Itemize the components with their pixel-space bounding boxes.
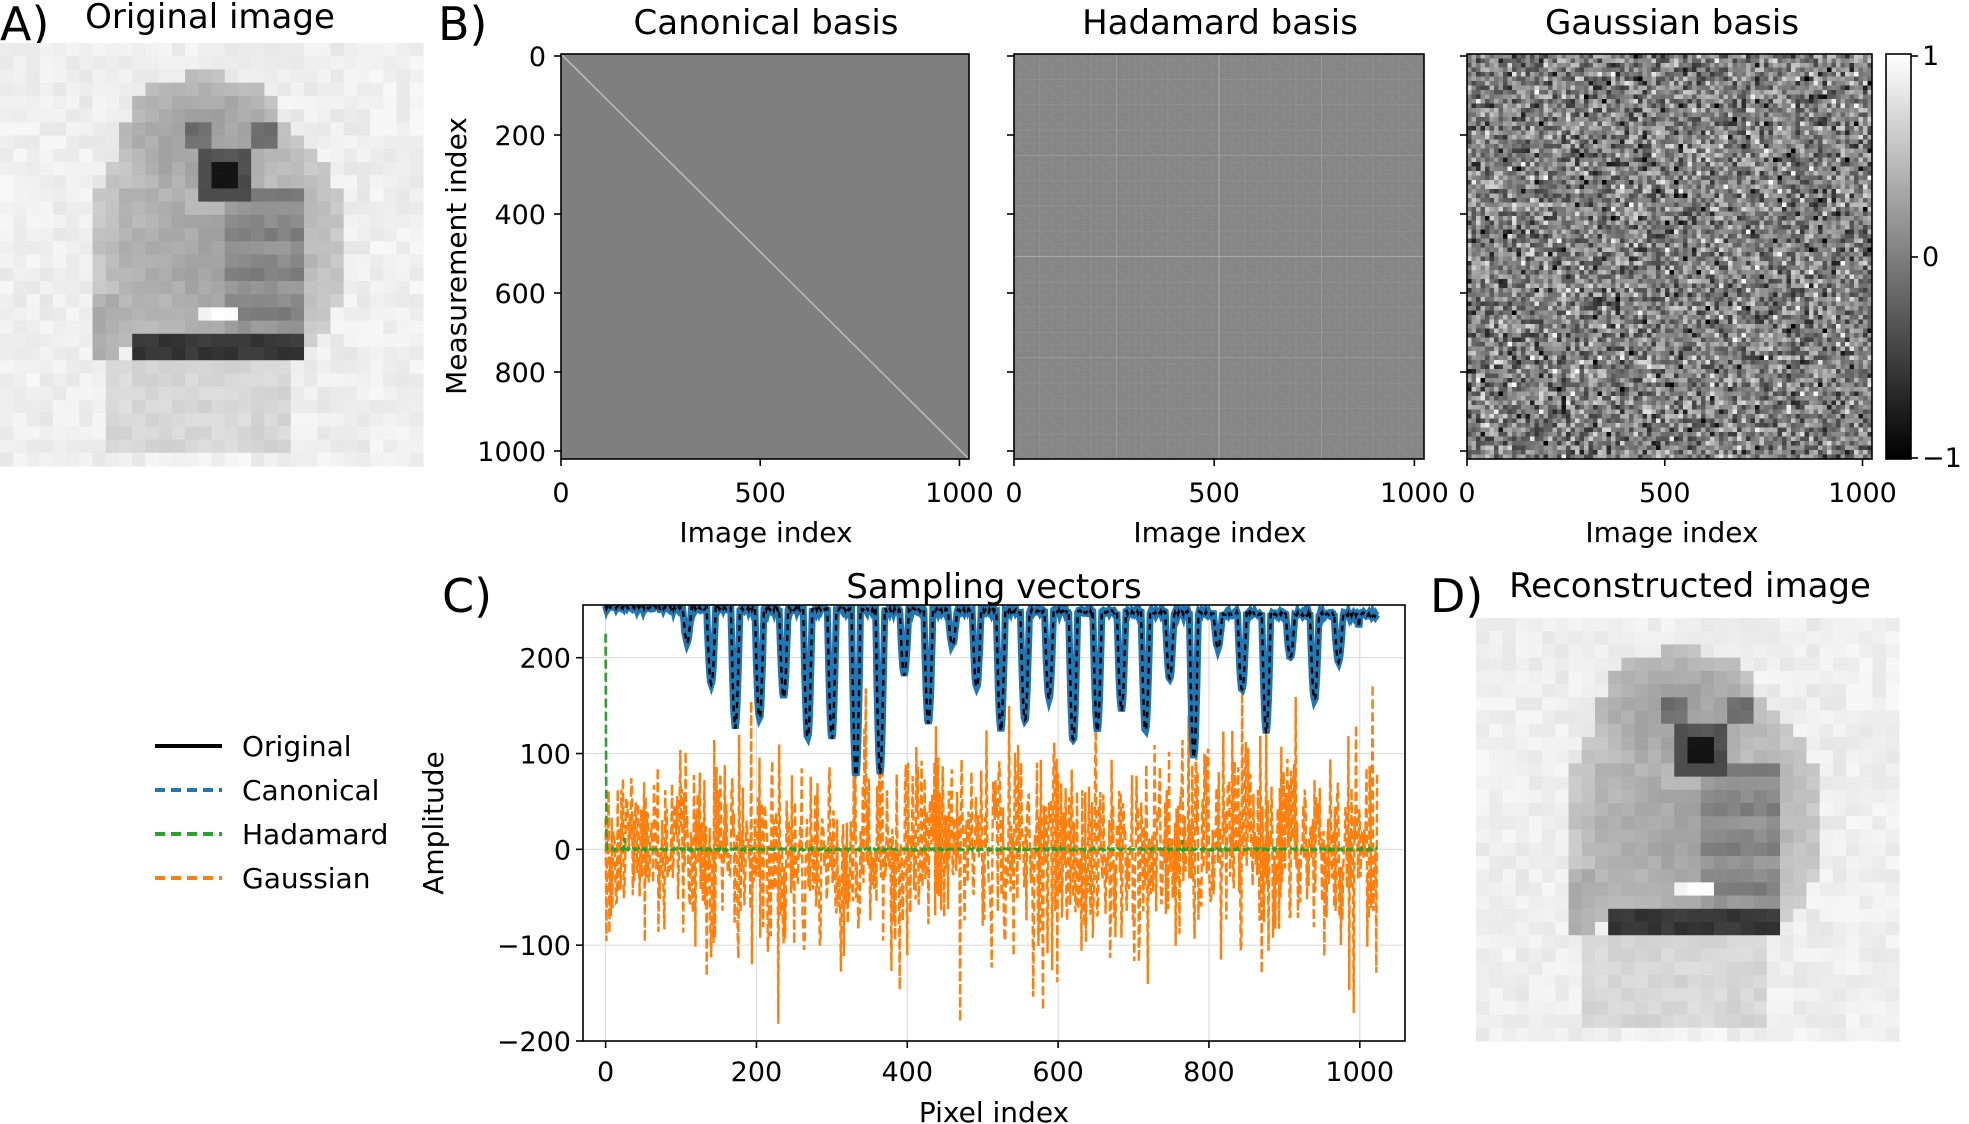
canonical-basis-title: Canonical basis	[634, 3, 899, 43]
canonical-diagonal	[560, 53, 970, 460]
b-xtick-label: 0	[552, 478, 569, 509]
gaussian-series-line	[604, 684, 1379, 1024]
b-xlabel-canonical: Image index	[679, 516, 852, 549]
hadamard-axes-frame	[1013, 53, 1425, 460]
b-xtick-label: 0	[1458, 478, 1475, 509]
chart-ytick-label: −100	[497, 931, 571, 962]
hadamard-basis-title: Hadamard basis	[1082, 3, 1358, 43]
legend-label: Hadamard	[242, 818, 388, 851]
hadamard-series-line	[604, 633, 1379, 855]
panel-d-letter: D)	[1430, 569, 1483, 623]
colorbar-tick-0: 0	[1922, 242, 1939, 273]
chart-xtick-label: 600	[1032, 1057, 1084, 1088]
gaussian-noise-pattern	[1467, 54, 1872, 459]
panel-a-letter: A)	[0, 0, 49, 51]
canonical-axes-frame	[560, 53, 970, 460]
b-yticks: 0 200 400 600 800 1000	[477, 42, 1467, 468]
original-series-line	[604, 605, 1379, 776]
original-dog-image	[0, 43, 424, 467]
b-ylabel: Measurement index	[440, 117, 473, 395]
gaussian-axes-frame	[1466, 53, 1873, 460]
b-ytick-label: 400	[494, 200, 546, 231]
chart-xtick-label: 1000	[1325, 1057, 1394, 1088]
b-xtick-label: 500	[734, 478, 786, 509]
colorbar	[1886, 54, 1911, 459]
chart-xtick-label: 800	[1183, 1057, 1235, 1088]
panel-c-letter: C)	[442, 569, 492, 623]
chart-ytick-label: 100	[519, 740, 571, 771]
b-ytick-label: 0	[529, 42, 546, 73]
legend-label: Original	[242, 730, 352, 763]
chart-legend: Original Canonical Hadamard Gaussian	[155, 730, 388, 895]
b-ytick-label: 200	[494, 121, 546, 152]
reconstructed-dog-image	[1476, 618, 1900, 1042]
colorbar-tick-1: 1	[1922, 41, 1939, 72]
legend-label: Canonical	[242, 774, 379, 807]
b-xlabel-gaussian: Image index	[1585, 516, 1758, 549]
b-xtick-label: 1000	[925, 478, 994, 509]
chart-xtick-label: 0	[597, 1057, 614, 1088]
b-xtick-label: 1000	[1380, 478, 1449, 509]
colorbar-tick-neg1: −1	[1922, 443, 1962, 474]
chart-xtick-label: 400	[882, 1057, 934, 1088]
b-ytick-label: 1000	[477, 437, 546, 468]
b-xticks: 0 500 1000 0 500 1000 0 500 1000	[552, 459, 1897, 509]
sampling-vectors-title: Sampling vectors	[846, 567, 1142, 607]
gaussian-basis-title: Gaussian basis	[1545, 3, 1799, 43]
chart-ytick-label: 0	[554, 835, 571, 866]
panel-a-title: Original image	[85, 0, 335, 37]
hadamard-pattern	[1014, 54, 1424, 459]
chart-xlabel: Pixel index	[919, 1096, 1069, 1124]
b-xtick-label: 1000	[1828, 478, 1897, 509]
b-xtick-label: 0	[1005, 478, 1022, 509]
chart-ticks: 0 200 400 600 800 1000 −200 −100 0 100 200	[497, 644, 1394, 1088]
chart-ylabel: Amplitude	[417, 751, 450, 895]
chart-axes-frame	[582, 604, 1406, 1042]
panel-b-letter: B)	[438, 0, 488, 51]
b-ytick-label: 600	[494, 279, 546, 310]
chart-ytick-label: 200	[519, 644, 571, 675]
panel-d-title: Reconstructed image	[1509, 566, 1871, 606]
b-ytick-label: 800	[494, 358, 546, 389]
b-xlabel-hadamard: Image index	[1133, 516, 1306, 549]
chart-series	[602, 605, 1380, 1024]
chart-xtick-label: 200	[731, 1057, 783, 1088]
b-xtick-label: 500	[1639, 478, 1691, 509]
chart-ytick-label: −200	[497, 1027, 571, 1058]
legend-label: Gaussian	[242, 862, 370, 895]
b-xtick-label: 500	[1188, 478, 1240, 509]
